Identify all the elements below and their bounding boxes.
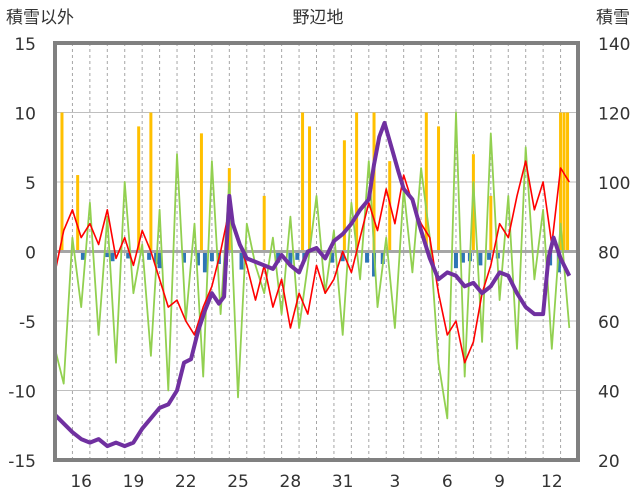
x-tick-label: 19: [123, 472, 145, 492]
sunshine-bar: [308, 126, 312, 252]
precip-bar: [288, 251, 293, 265]
sunshine-bar: [562, 112, 566, 252]
precip-bar: [105, 251, 110, 258]
precip-bar: [340, 251, 345, 262]
sunshine-bar: [424, 112, 428, 252]
precip-bar: [126, 251, 131, 259]
precip-bar: [380, 251, 385, 265]
sunshine-bar: [471, 154, 475, 252]
series-lines: [53, 111, 572, 449]
precip-bar: [295, 251, 300, 260]
chart-title: 野辺地: [293, 8, 344, 28]
right-tick-label: 40: [598, 383, 620, 403]
sunshine-bar: [437, 126, 441, 252]
right-tick-label: 60: [598, 313, 620, 333]
x-tick-label: 9: [494, 472, 505, 492]
x-tick-label: 12: [541, 472, 563, 492]
sunshine-bar: [137, 126, 141, 252]
sunshine-bar: [199, 133, 203, 252]
sunshine-bar: [388, 161, 392, 252]
right-tick-labels: 140 120 100 80 60 40 20: [598, 35, 630, 472]
precip-bar: [372, 251, 377, 277]
plot-frame: [53, 41, 580, 462]
left-tick-label: 0: [25, 244, 36, 264]
precip-bar: [147, 251, 152, 260]
sunshine-bar: [60, 112, 64, 252]
left-tick-labels: 15 10 5 0 -5 -10 -15: [8, 35, 36, 472]
sunshine-bar: [566, 112, 570, 252]
left-tick-label: 10: [14, 105, 36, 125]
x-tick-labels: 16 19 22 25 28 31 3 6 9 12: [70, 472, 562, 492]
precip-bar: [460, 251, 465, 263]
precip-bar: [453, 251, 458, 269]
sunshine-bar: [372, 112, 376, 252]
x-tick-label: 28: [280, 472, 302, 492]
snow_depth-line: [53, 120, 572, 449]
left-tick-label: -10: [8, 383, 36, 403]
x-tick-label: 16: [70, 472, 92, 492]
precip-bar: [556, 251, 561, 273]
temperature-line: [54, 160, 570, 364]
left-axis-title: 積雪以外: [6, 8, 74, 28]
precip-bar: [487, 251, 492, 260]
precip-bar: [239, 251, 244, 270]
precip-bar: [80, 251, 85, 260]
x-tick-label: 6: [442, 472, 453, 492]
precip-bar: [202, 251, 207, 273]
left-tick-label: -15: [8, 452, 36, 472]
sunshine-bar: [262, 195, 266, 252]
precip-bar: [365, 251, 370, 263]
sunshine-bar: [149, 112, 153, 252]
precip-bar: [330, 251, 335, 263]
right-tick-label: 80: [598, 244, 620, 264]
precip-bar: [209, 251, 214, 262]
x-tick-label: 3: [390, 472, 401, 492]
x-tick-label: 22: [175, 472, 197, 492]
sunshine-bar: [342, 140, 346, 252]
left-tick-label: 5: [25, 174, 36, 194]
wind-line: [54, 111, 571, 420]
right-tick-label: 20: [598, 452, 620, 472]
sunshine-bar: [355, 112, 359, 252]
precip-bar: [478, 251, 483, 266]
x-tick-label: 31: [332, 472, 354, 492]
right-tick-label: 140: [598, 35, 630, 55]
x-tick-label: 25: [227, 472, 249, 492]
right-axis-title: 積雪: [596, 8, 630, 28]
sunshine-bar: [559, 112, 563, 252]
left-tick-label: -5: [19, 313, 36, 333]
right-tick-label: 120: [598, 105, 630, 125]
sunshine-bar: [301, 112, 305, 252]
left-tick-label: 15: [14, 35, 36, 55]
sunshine-bar: [76, 175, 80, 252]
right-tick-label: 100: [598, 174, 630, 194]
precip-bar: [110, 251, 115, 262]
precip-bar: [195, 251, 200, 266]
precip-bar: [157, 251, 162, 269]
precip-bar: [182, 251, 187, 263]
sunshine-bars: [60, 112, 570, 252]
sunshine-bar: [489, 195, 493, 252]
